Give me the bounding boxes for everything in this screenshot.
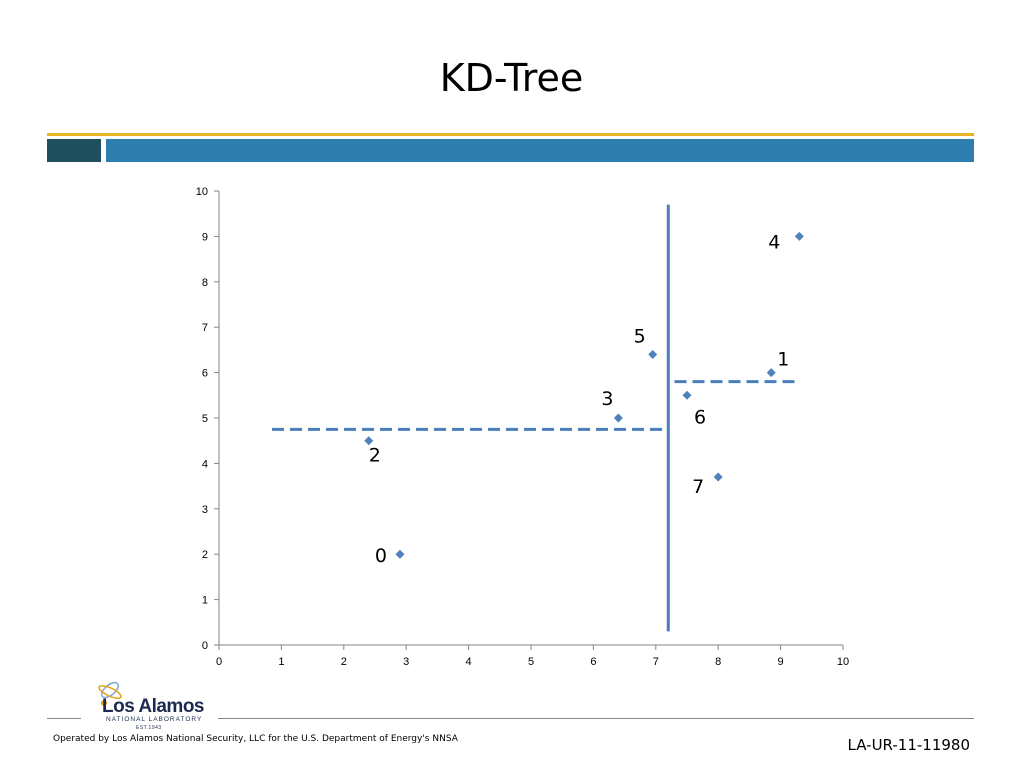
y-tick-label: 9 [202,231,208,243]
logo-name: Los Alamos [102,696,205,717]
footer-divider-left [47,718,81,719]
x-tick-label: 2 [341,656,347,668]
point-label-2: 2 [369,445,381,467]
y-tick-label: 6 [202,368,208,380]
y-tick-label: 3 [202,504,208,516]
los-alamos-logo: Los Alamos NATIONAL LABORATORY EST.1943 [84,676,214,732]
x-tick-label: 8 [715,656,721,668]
document-id: LA-UR-11-11980 [847,736,970,754]
atom-logo-icon [98,681,122,706]
y-tick-label: 10 [196,186,208,198]
point-label-5: 5 [634,325,646,347]
x-tick-label: 3 [403,656,409,668]
footer-operator-text: Operated by Los Alamos National Security… [53,734,458,744]
header-dark-block [47,139,101,162]
y-tick-label: 7 [202,322,208,334]
data-point-5 [648,349,658,359]
header-accent-line [47,133,974,136]
x-tick-label: 10 [837,656,849,668]
point-label-0: 0 [375,545,387,567]
x-tick-label: 9 [778,656,784,668]
x-tick-label: 7 [653,656,659,668]
y-tick-label: 4 [202,458,208,470]
data-point-7 [713,472,723,482]
logo-established: EST.1943 [136,725,162,731]
data-point-3 [613,413,623,423]
y-tick-label: 1 [202,595,208,607]
header-blue-bar [106,139,974,162]
footer-divider-right [218,718,974,719]
y-tick-label: 2 [202,549,208,561]
point-label-4: 4 [768,231,780,253]
x-tick-label: 6 [590,656,596,668]
y-tick-label: 8 [202,277,208,289]
point-label-6: 6 [694,406,706,428]
point-label-1: 1 [777,349,789,371]
data-point-4 [794,231,804,241]
point-label-3: 3 [601,388,613,410]
data-point-1 [766,368,776,378]
data-point-6 [682,390,692,400]
point-label-7: 7 [692,476,704,498]
logo-subtitle: NATIONAL LABORATORY [106,716,203,723]
y-tick-label: 5 [202,413,208,425]
slide-title: KD-Tree [439,56,584,100]
data-point-2 [364,436,374,446]
x-tick-label: 5 [528,656,534,668]
data-point-0 [395,549,405,559]
x-tick-label: 4 [466,656,472,668]
y-tick-label: 0 [202,640,208,652]
x-tick-label: 1 [278,656,284,668]
x-tick-label: 0 [216,656,222,668]
